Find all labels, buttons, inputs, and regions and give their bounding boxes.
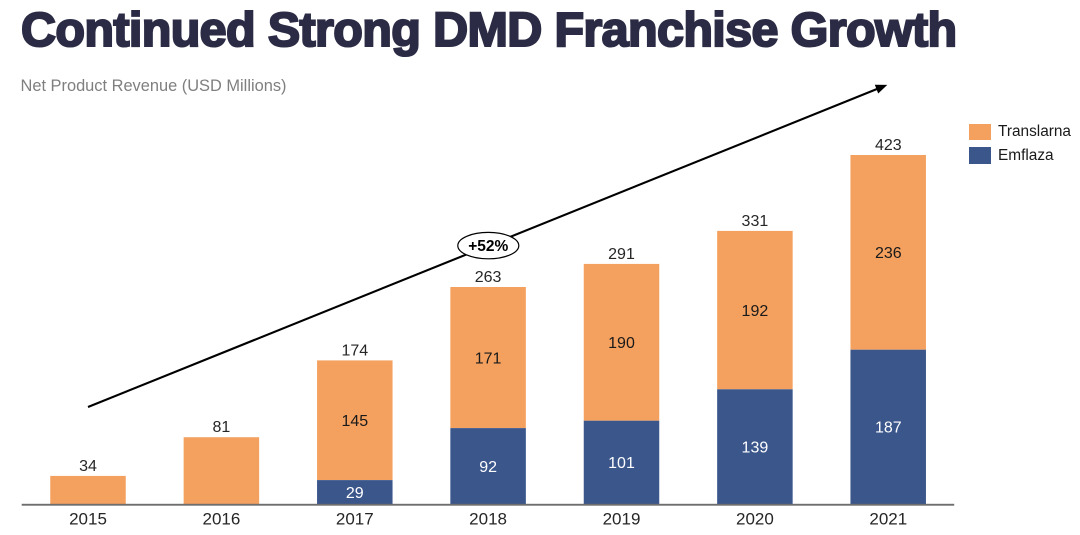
svg-text:236: 236	[875, 245, 902, 262]
svg-text:291: 291	[608, 246, 635, 263]
svg-text:101: 101	[608, 455, 635, 472]
svg-text:+52%: +52%	[468, 238, 508, 255]
svg-text:174: 174	[341, 342, 368, 359]
svg-text:2019: 2019	[603, 510, 641, 529]
svg-text:187: 187	[875, 420, 902, 437]
svg-text:34: 34	[79, 458, 97, 475]
svg-text:2015: 2015	[69, 510, 107, 529]
svg-text:192: 192	[742, 303, 769, 320]
svg-text:139: 139	[742, 439, 769, 456]
svg-text:92: 92	[479, 459, 497, 476]
svg-text:331: 331	[742, 213, 769, 230]
svg-text:2016: 2016	[202, 510, 240, 529]
svg-text:29: 29	[346, 485, 364, 502]
svg-text:2018: 2018	[469, 510, 507, 529]
svg-text:2021: 2021	[869, 510, 907, 529]
svg-text:423: 423	[875, 137, 902, 154]
svg-text:190: 190	[608, 335, 635, 352]
svg-text:171: 171	[475, 350, 502, 367]
svg-text:2020: 2020	[736, 510, 774, 529]
svg-text:145: 145	[341, 413, 368, 430]
svg-text:263: 263	[475, 269, 502, 286]
svg-text:2017: 2017	[336, 510, 374, 529]
svg-text:81: 81	[213, 419, 231, 436]
